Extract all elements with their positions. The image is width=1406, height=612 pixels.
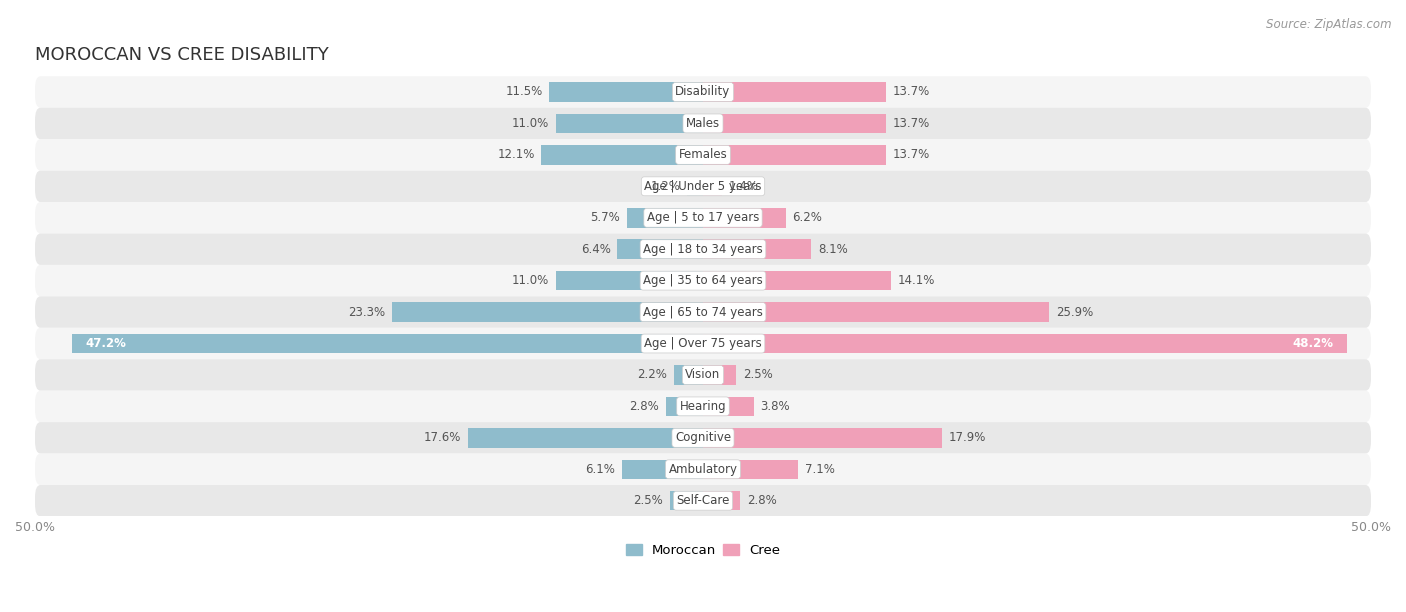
Text: Source: ZipAtlas.com: Source: ZipAtlas.com <box>1267 18 1392 31</box>
Text: 6.2%: 6.2% <box>793 211 823 224</box>
Text: Age | 35 to 64 years: Age | 35 to 64 years <box>643 274 763 287</box>
FancyBboxPatch shape <box>35 139 1371 171</box>
Bar <box>550 82 703 102</box>
Text: 48.2%: 48.2% <box>1292 337 1334 350</box>
Text: 17.6%: 17.6% <box>423 431 461 444</box>
FancyBboxPatch shape <box>35 453 1371 485</box>
Text: 12.1%: 12.1% <box>498 148 534 162</box>
Bar <box>703 365 737 385</box>
Bar <box>72 334 703 353</box>
Text: 1.4%: 1.4% <box>728 180 758 193</box>
Text: Age | Over 75 years: Age | Over 75 years <box>644 337 762 350</box>
Bar <box>703 239 811 259</box>
Text: Hearing: Hearing <box>679 400 727 413</box>
FancyBboxPatch shape <box>35 265 1371 296</box>
Text: 1.2%: 1.2% <box>651 180 681 193</box>
Text: 3.8%: 3.8% <box>761 400 790 413</box>
Text: Self-Care: Self-Care <box>676 494 730 507</box>
Text: 13.7%: 13.7% <box>893 117 929 130</box>
Text: 25.9%: 25.9% <box>1056 305 1092 319</box>
Text: Age | Under 5 years: Age | Under 5 years <box>644 180 762 193</box>
Text: Ambulatory: Ambulatory <box>668 463 738 476</box>
Text: Age | 18 to 34 years: Age | 18 to 34 years <box>643 243 763 256</box>
Text: 11.0%: 11.0% <box>512 274 550 287</box>
Text: 23.3%: 23.3% <box>347 305 385 319</box>
Bar <box>703 114 886 133</box>
Text: 6.1%: 6.1% <box>585 463 614 476</box>
Text: 2.5%: 2.5% <box>744 368 773 381</box>
Bar <box>703 397 754 416</box>
Bar <box>703 208 786 228</box>
Text: Vision: Vision <box>685 368 721 381</box>
Text: 11.5%: 11.5% <box>505 86 543 99</box>
Bar <box>617 239 703 259</box>
Bar <box>703 491 741 510</box>
Text: Females: Females <box>679 148 727 162</box>
Text: 7.1%: 7.1% <box>804 463 834 476</box>
Bar <box>555 271 703 290</box>
Bar <box>688 177 703 196</box>
Text: 6.4%: 6.4% <box>581 243 610 256</box>
FancyBboxPatch shape <box>35 485 1371 517</box>
Text: 2.8%: 2.8% <box>628 400 659 413</box>
Bar <box>665 397 703 416</box>
Text: 11.0%: 11.0% <box>512 117 550 130</box>
Text: 13.7%: 13.7% <box>893 148 929 162</box>
FancyBboxPatch shape <box>35 359 1371 390</box>
Bar <box>669 491 703 510</box>
Text: Disability: Disability <box>675 86 731 99</box>
Text: MOROCCAN VS CREE DISABILITY: MOROCCAN VS CREE DISABILITY <box>35 46 329 64</box>
Bar <box>703 145 886 165</box>
Bar <box>468 428 703 447</box>
Text: Age | 65 to 74 years: Age | 65 to 74 years <box>643 305 763 319</box>
Bar <box>392 302 703 322</box>
FancyBboxPatch shape <box>35 296 1371 328</box>
Text: Age | 5 to 17 years: Age | 5 to 17 years <box>647 211 759 224</box>
Bar <box>541 145 703 165</box>
Text: 5.7%: 5.7% <box>591 211 620 224</box>
Text: 14.1%: 14.1% <box>898 274 935 287</box>
FancyBboxPatch shape <box>35 202 1371 233</box>
FancyBboxPatch shape <box>35 328 1371 359</box>
Text: 13.7%: 13.7% <box>893 86 929 99</box>
Bar <box>703 271 891 290</box>
Text: 47.2%: 47.2% <box>86 337 127 350</box>
Text: 8.1%: 8.1% <box>818 243 848 256</box>
Text: Males: Males <box>686 117 720 130</box>
Legend: Moroccan, Cree: Moroccan, Cree <box>620 539 786 562</box>
Bar <box>703 334 1347 353</box>
Text: 2.5%: 2.5% <box>633 494 662 507</box>
FancyBboxPatch shape <box>35 171 1371 202</box>
FancyBboxPatch shape <box>35 422 1371 453</box>
Bar <box>703 428 942 447</box>
Bar <box>703 82 886 102</box>
Text: 17.9%: 17.9% <box>949 431 986 444</box>
Bar <box>621 460 703 479</box>
FancyBboxPatch shape <box>35 233 1371 265</box>
Text: 2.2%: 2.2% <box>637 368 666 381</box>
Text: Cognitive: Cognitive <box>675 431 731 444</box>
Bar <box>555 114 703 133</box>
Bar <box>703 460 797 479</box>
Bar <box>703 177 721 196</box>
Text: 2.8%: 2.8% <box>747 494 778 507</box>
FancyBboxPatch shape <box>35 390 1371 422</box>
FancyBboxPatch shape <box>35 108 1371 139</box>
FancyBboxPatch shape <box>35 76 1371 108</box>
Bar <box>673 365 703 385</box>
Bar <box>703 302 1049 322</box>
Bar <box>627 208 703 228</box>
